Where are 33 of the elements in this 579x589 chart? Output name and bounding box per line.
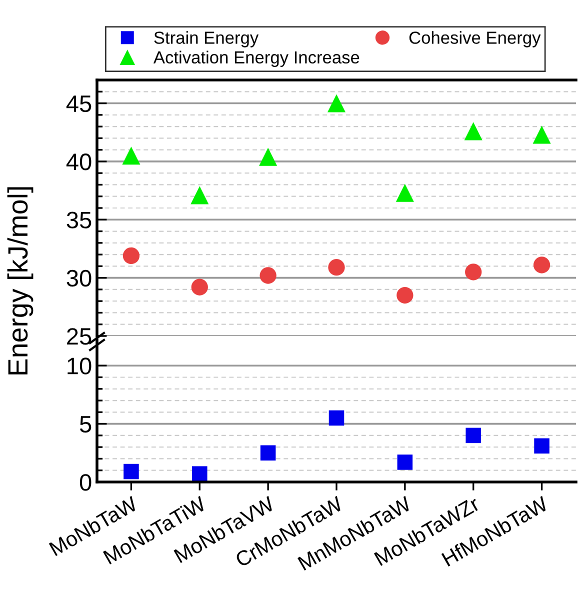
point bbox=[466, 428, 481, 444]
y-tick-label: 35 bbox=[66, 212, 92, 228]
y-tick-label: 45 bbox=[66, 96, 92, 112]
point bbox=[396, 286, 414, 304]
point bbox=[122, 146, 140, 165]
point bbox=[396, 184, 414, 202]
y-tick-label: 0 bbox=[80, 474, 92, 491]
point bbox=[464, 122, 482, 140]
y-axis-title: Energy [kJ/mol] bbox=[7, 187, 34, 374]
point bbox=[532, 126, 551, 144]
y-tick-label: 30 bbox=[66, 270, 92, 287]
point bbox=[465, 264, 482, 280]
point bbox=[397, 454, 413, 470]
y-tick-label: 10 bbox=[68, 358, 92, 374]
point bbox=[328, 259, 345, 276]
point bbox=[260, 267, 276, 284]
legend-label: Activation Energy Increase bbox=[153, 50, 360, 67]
point bbox=[259, 148, 278, 166]
legend-label: Cohesive Energy bbox=[409, 31, 541, 48]
y-tick-label: 5 bbox=[80, 416, 92, 433]
legend-label: Strain Energy bbox=[154, 31, 259, 48]
point bbox=[190, 186, 209, 204]
y-tick-label: 25 bbox=[67, 328, 92, 345]
point bbox=[327, 94, 346, 112]
point bbox=[191, 278, 208, 296]
point bbox=[534, 438, 550, 454]
point bbox=[124, 464, 139, 480]
point bbox=[533, 256, 550, 274]
point bbox=[122, 247, 140, 264]
point bbox=[260, 445, 276, 461]
point bbox=[192, 466, 208, 482]
point bbox=[328, 410, 344, 426]
y-tick-label: 40 bbox=[66, 154, 92, 170]
